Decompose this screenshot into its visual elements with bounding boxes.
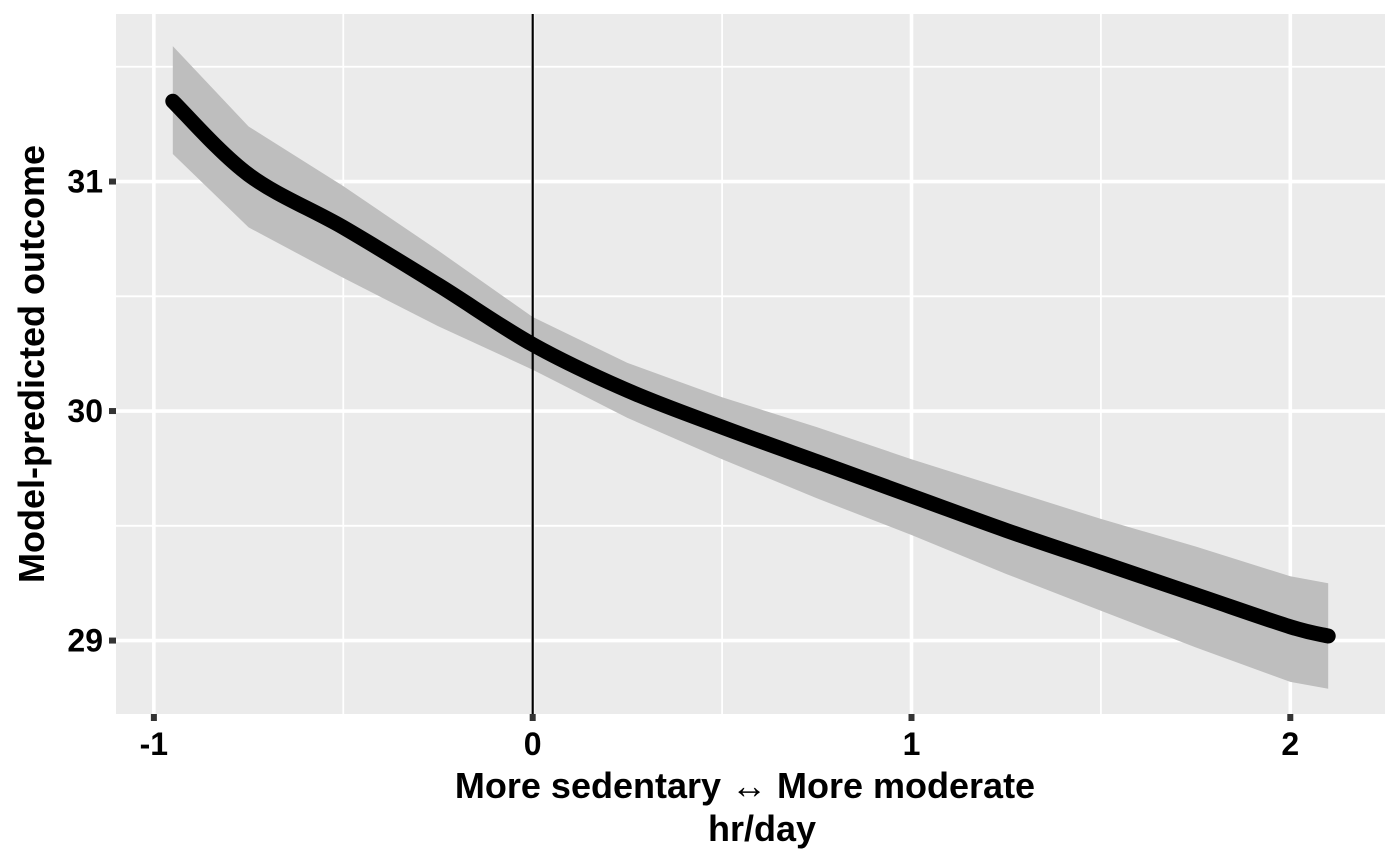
x-tick-label: 1 (903, 726, 921, 762)
y-tick-label: 29 (67, 623, 103, 659)
x-axis-title-unit: hr/day (708, 808, 816, 849)
prediction-line (165, 93, 1336, 644)
y-tick-label: 31 (67, 164, 103, 200)
minor-gridlines (116, 14, 1385, 714)
x-tick-label: -1 (140, 726, 168, 762)
x-tick-label: 0 (524, 726, 542, 762)
y-tick-label: 30 (67, 393, 103, 429)
x-axis-title: More sedentary ↔ More moderate (455, 765, 1035, 806)
x-axis-ticks: -1 0 1 2 (140, 714, 1299, 762)
confidence-ribbon (172, 46, 1329, 689)
x-tick-label: 2 (1281, 726, 1299, 762)
y-axis-title: Model-predicted outcome (11, 145, 52, 583)
y-axis-ticks: 29 30 31 (67, 164, 116, 659)
